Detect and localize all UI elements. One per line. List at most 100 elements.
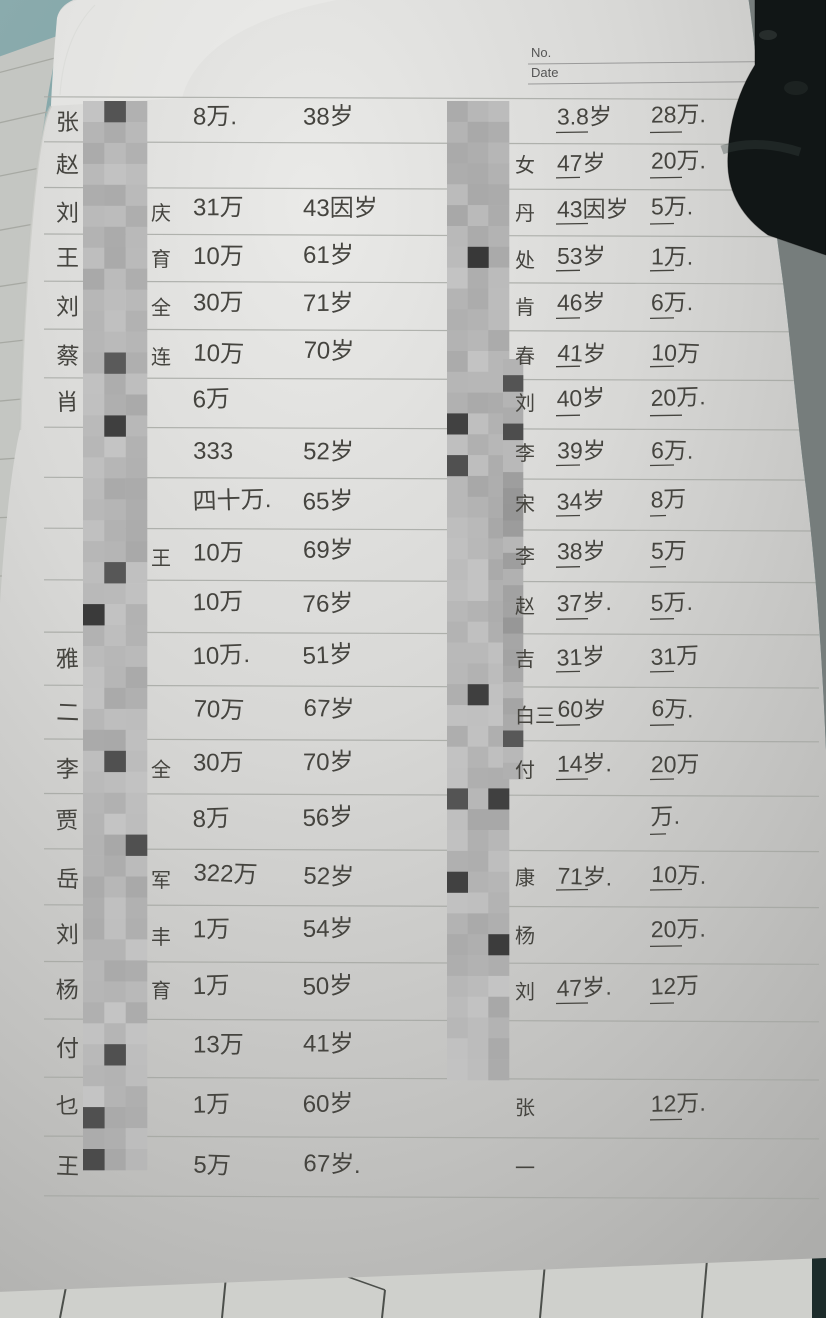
svg-text:白三: 白三 [515,704,555,727]
svg-text:一: 一 [515,1158,535,1180]
svg-text:女: 女 [515,154,535,177]
svg-text:万.: 万. [650,803,680,830]
svg-text:39岁: 39岁 [557,437,606,464]
svg-text:41岁: 41岁 [303,1030,354,1057]
svg-text:宋: 宋 [515,493,535,516]
svg-text:3.8岁: 3.8岁 [557,103,612,129]
svg-text:康: 康 [515,866,535,889]
svg-text:春: 春 [515,345,535,368]
svg-text:60岁: 60岁 [302,1090,353,1118]
svg-text:31万: 31万 [650,642,700,670]
svg-text:岳: 岳 [56,866,80,893]
svg-text:张: 张 [515,1097,535,1120]
svg-text:20万.: 20万. [651,916,706,943]
svg-text:20万: 20万 [651,751,700,777]
svg-text:付: 付 [56,1035,79,1061]
svg-text:育: 育 [151,980,171,1003]
svg-text:刘: 刘 [515,981,535,1004]
svg-text:43因岁: 43因岁 [557,196,629,222]
svg-text:5万.: 5万. [651,193,693,219]
svg-text:李: 李 [515,442,535,465]
svg-text:47岁: 47岁 [557,150,606,176]
svg-text:69岁: 69岁 [303,537,354,564]
svg-text:肖: 肖 [55,388,79,415]
svg-text:56岁: 56岁 [302,803,354,832]
svg-text:37岁.: 37岁. [556,589,612,616]
svg-text:10万.: 10万. [651,861,707,889]
svg-text:6万.: 6万. [651,289,693,315]
svg-text:乜: 乜 [56,1092,80,1118]
svg-text:8万: 8万 [192,805,230,833]
svg-text:43因岁: 43因岁 [303,195,378,222]
svg-text:20万.: 20万. [651,147,706,173]
svg-text:10万.: 10万. [192,641,250,670]
svg-text:刘: 刘 [515,392,535,415]
svg-text:14岁.: 14岁. [557,750,612,776]
svg-text:53岁: 53岁 [557,243,606,269]
svg-text:70万: 70万 [193,695,245,724]
svg-text:李: 李 [56,756,79,782]
svg-text:1万.: 1万. [651,243,693,269]
svg-text:31万: 31万 [193,194,244,221]
svg-text:6万.: 6万. [651,437,694,464]
svg-text:吉: 吉 [515,648,535,671]
svg-text:71岁: 71岁 [303,290,354,317]
svg-text:20万.: 20万. [650,383,706,411]
svg-text:四十万.: 四十万. [192,486,271,515]
svg-text:张: 张 [56,109,79,135]
svg-text:1万: 1万 [193,916,231,944]
svg-text:52岁: 52岁 [303,438,354,466]
svg-text:30万: 30万 [193,289,244,316]
svg-text:育: 育 [151,248,171,271]
svg-text:丰: 丰 [151,926,171,949]
svg-text:65岁: 65岁 [302,487,354,516]
svg-text:8万.: 8万. [193,103,237,130]
svg-text:雅: 雅 [55,645,79,672]
svg-text:41岁: 41岁 [557,339,607,367]
svg-text:处: 处 [515,249,535,272]
svg-text:12万: 12万 [650,972,699,1000]
svg-text:76岁: 76岁 [302,590,353,618]
svg-text:52岁: 52岁 [303,862,355,891]
svg-text:47岁.: 47岁. [556,974,612,1002]
svg-text:60岁: 60岁 [557,695,607,723]
svg-text:67岁.: 67岁. [303,1150,361,1179]
svg-text:61岁: 61岁 [303,242,354,269]
svg-text:5万.: 5万. [650,589,693,616]
svg-text:肯: 肯 [515,296,535,319]
svg-text:40岁: 40岁 [556,384,605,412]
svg-text:刘: 刘 [56,921,79,947]
svg-text:王: 王 [151,548,171,570]
svg-text:10万: 10万 [193,339,245,368]
svg-text:13万: 13万 [193,1032,244,1059]
svg-text:丹: 丹 [515,203,535,225]
svg-text:王: 王 [56,1153,80,1180]
svg-text:王: 王 [56,245,79,271]
svg-text:李: 李 [515,545,535,568]
svg-text:70岁: 70岁 [303,749,354,776]
svg-text:34岁: 34岁 [556,487,605,515]
svg-text:贾: 贾 [55,807,79,834]
svg-text:38岁: 38岁 [303,103,354,130]
svg-text:333: 333 [193,438,233,466]
svg-text:6万.: 6万. [651,695,694,723]
svg-text:军: 军 [151,870,171,892]
svg-text:刘: 刘 [56,200,79,226]
svg-text:30万: 30万 [193,749,244,776]
svg-text:5万: 5万 [193,1151,231,1179]
svg-text:8万: 8万 [650,485,687,512]
svg-text:67岁: 67岁 [303,695,355,724]
svg-text:赵: 赵 [56,151,79,177]
svg-text:6万: 6万 [192,385,230,413]
svg-text:二: 二 [56,699,80,726]
svg-text:70岁: 70岁 [303,337,355,366]
svg-text:12万.: 12万. [650,1090,706,1117]
svg-text:No.: No. [531,45,551,60]
svg-text:Date: Date [531,65,558,80]
svg-text:28万.: 28万. [651,101,706,127]
svg-text:付: 付 [515,759,535,782]
svg-text:5万: 5万 [651,538,687,564]
svg-text:322万: 322万 [193,859,258,888]
svg-text:51岁: 51岁 [302,641,354,670]
svg-text:刘: 刘 [56,294,79,320]
